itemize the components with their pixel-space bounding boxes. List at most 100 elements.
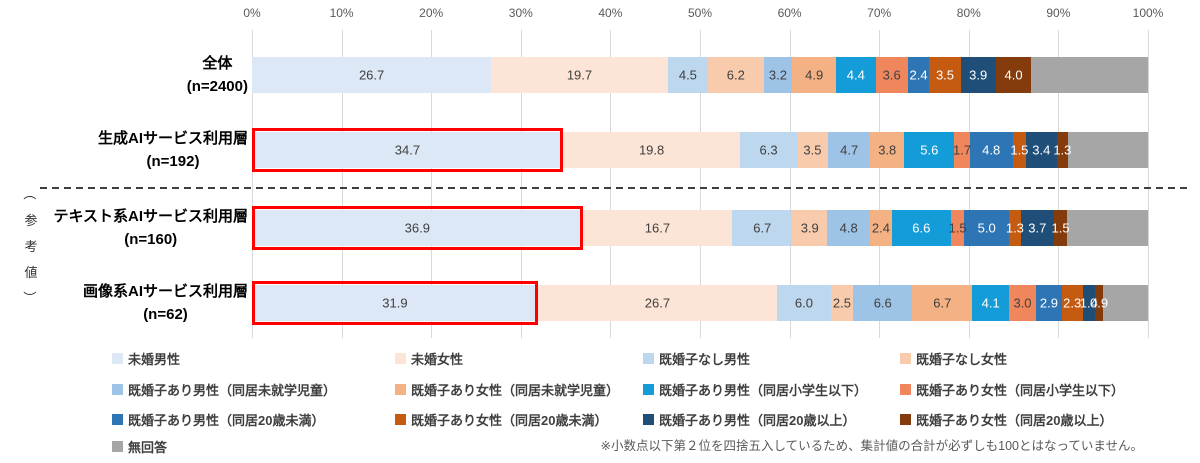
segment-value-label: 3.5	[935, 67, 955, 83]
reference-label-char: 考	[24, 239, 38, 254]
legend-label: 既婚子あり女性（同居未就学児童）	[411, 383, 620, 398]
gridline	[341, 30, 343, 338]
bar-segment: 34.7	[252, 132, 563, 168]
bar-segment: 1.7	[953, 132, 971, 168]
category-label: テキスト系AIサービス利用層 (n=160)	[53, 205, 248, 252]
bar-row: 34.7 19.8 6.3 3.5 4.7 3.8 5.6 1.7 4.8 1.5 3.4 1.3	[252, 128, 1148, 172]
category-label: 画像系AIサービス利用層 (n=62)	[83, 280, 248, 327]
segment-value-label: 1.3	[1053, 142, 1072, 158]
segment-value-label: 6.0	[794, 295, 813, 311]
axis-tick-label: 90%	[1046, 6, 1071, 20]
segment-value-label: 3.6	[882, 67, 901, 83]
segment-value-label: 36.9	[404, 220, 430, 236]
bar-segment: 6.7	[732, 210, 793, 246]
gridline	[879, 30, 881, 338]
legend-swatch	[643, 414, 654, 425]
segment-value-label: 34.7	[394, 142, 421, 158]
legend-item: 既婚子あり男性（同居20歳以上）	[643, 410, 855, 429]
segment-value-label: 6.6	[873, 295, 892, 311]
bar-segment: 1.5	[1051, 210, 1070, 246]
axis-tick-label: 40%	[598, 6, 623, 20]
bar-segment: 3.7	[1020, 210, 1054, 246]
legend-item: 既婚子あり男性（同居20歳未満）	[112, 410, 324, 429]
category-label: 全体 (n=2400)	[187, 52, 248, 99]
segment-value-label: 3.9	[969, 67, 988, 83]
legend-item: 既婚子あり女性（同居20歳未満）	[395, 410, 607, 429]
bar-segment	[1031, 57, 1148, 93]
segment-value-label: 3.5	[803, 142, 822, 158]
segment-value-label: 19.8	[638, 142, 665, 158]
legend-item: 既婚子あり女性（同居未就学児童）	[395, 380, 619, 399]
bar-segment	[1068, 132, 1148, 168]
bar-segment: 26.7	[537, 285, 778, 321]
legend-label: 無回答	[128, 440, 168, 455]
legend-swatch	[643, 384, 654, 395]
segment-value-label: 1.3	[1005, 220, 1024, 236]
segment-value-label: 1.4	[1079, 295, 1098, 311]
reference-label-char: ）	[22, 290, 38, 305]
category-n-count: (n=192)	[146, 153, 200, 170]
legend-label: 既婚子あり女性（同居小学生以下）	[916, 383, 1125, 398]
reference-separator-dashed-line	[40, 187, 1190, 189]
bar-segment: 1.3	[1005, 210, 1024, 246]
bar-segment: 1.5	[949, 210, 967, 246]
segment-value-label: 6.2	[726, 67, 745, 83]
segment-value-label: 6.3	[759, 142, 778, 158]
bar-segment: 2.4	[907, 57, 930, 93]
legend-label: 未婚女性	[411, 352, 464, 367]
bar-segment: 4.7	[828, 132, 871, 168]
bar-segment: 3.0	[1009, 285, 1036, 321]
segment-value-label: 4.4	[846, 67, 865, 83]
bar-row: 31.9 26.7 6.0 2.5 6.6 6.7 4.1 3.0 2.9 2.3 1.4 0.9	[252, 281, 1148, 325]
gridline	[1058, 30, 1060, 338]
category-name: 画像系AIサービス利用層	[82, 282, 248, 300]
bar-segment: 2.5	[830, 285, 854, 321]
legend-item: 既婚子あり男性（同居未就学児童）	[112, 380, 336, 399]
segment-value-label: 6.7	[753, 220, 772, 236]
bar-segment: 4.5	[667, 57, 709, 93]
bar-segment: 3.9	[792, 210, 828, 246]
segment-value-label: 5.0	[977, 220, 996, 236]
gridline	[968, 30, 970, 338]
gridline	[431, 30, 433, 338]
gridline	[700, 30, 701, 338]
legend-swatch	[900, 384, 911, 395]
segment-value-label: 1.5	[1051, 220, 1070, 236]
axis-tick-label: 30%	[508, 6, 533, 20]
bar-segment: 1.5	[1010, 132, 1028, 168]
bar-segment: 1.4	[1079, 285, 1098, 321]
axis-tick-label: 100%	[1132, 6, 1164, 20]
legend-item: 既婚子なし男性	[643, 349, 750, 368]
bar-segment: 19.7	[491, 57, 668, 93]
bar-segment: 4.4	[836, 57, 876, 93]
highlight-box	[252, 281, 538, 325]
legend-swatch	[112, 441, 123, 452]
category-name: 生成AIサービス利用層	[97, 129, 248, 147]
bar-segment: 6.0	[777, 285, 831, 321]
legend-swatch	[395, 414, 406, 425]
legend-item: 未婚女性	[395, 349, 463, 368]
gridline	[789, 30, 791, 338]
legend-label: 既婚子あり女性（同居20歳以上）	[916, 413, 1113, 428]
bar-segment: 2.4	[870, 210, 892, 246]
segment-value-label: 5.6	[920, 142, 939, 158]
segment-value-label: 3.7	[1028, 220, 1047, 236]
bar-segment: 2.3	[1061, 285, 1083, 321]
segment-value-label: 3.0	[1013, 295, 1032, 311]
bar-segment: 3.6	[875, 57, 908, 93]
axis-tick-label: 10%	[329, 6, 354, 20]
legend-swatch	[395, 384, 406, 395]
bar-segment: 4.9	[792, 57, 837, 93]
category-n-count: (n=160)	[124, 231, 178, 248]
segment-value-label: 2.9	[1039, 295, 1058, 311]
legend-label: 既婚子あり男性（同居小学生以下）	[659, 383, 868, 398]
segment-value-label: 0.9	[1090, 295, 1109, 311]
bar-segment: 1.3	[1053, 132, 1071, 168]
bar-segment: 4.8	[969, 132, 1013, 168]
legend-item: 既婚子あり女性（同居20歳以上）	[900, 410, 1112, 429]
category-name: 全体	[202, 54, 233, 72]
legend-item: 無回答	[112, 437, 167, 456]
segment-value-label: 4.5	[678, 67, 697, 83]
legend-item: 未婚男性	[112, 349, 180, 368]
bar-segment: 0.9	[1090, 285, 1108, 321]
